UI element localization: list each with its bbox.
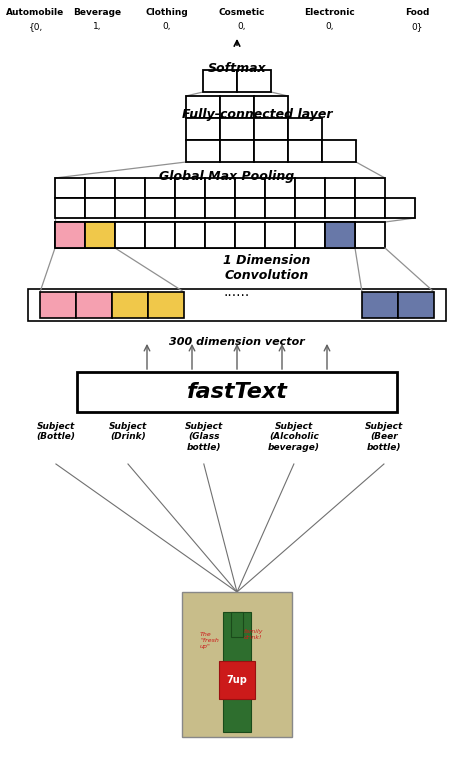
Bar bbox=[186, 140, 220, 162]
Bar bbox=[77, 372, 397, 412]
Text: Subject
(Glass
bottle): Subject (Glass bottle) bbox=[185, 422, 223, 452]
Bar bbox=[175, 178, 205, 198]
Bar bbox=[231, 612, 243, 637]
Bar bbox=[385, 198, 415, 218]
Bar bbox=[254, 140, 288, 162]
Bar bbox=[295, 198, 325, 218]
Bar bbox=[288, 140, 322, 162]
Bar bbox=[203, 70, 237, 92]
Text: 300 dimension vector: 300 dimension vector bbox=[169, 337, 305, 347]
Text: Electronic: Electronic bbox=[304, 8, 355, 17]
Bar bbox=[148, 292, 184, 318]
Bar bbox=[28, 289, 446, 321]
Bar bbox=[115, 198, 145, 218]
Bar bbox=[175, 222, 205, 248]
Text: fastText: fastText bbox=[187, 382, 287, 402]
Text: The
"fresh
up": The "fresh up" bbox=[200, 632, 219, 649]
Bar bbox=[362, 292, 398, 318]
Bar bbox=[205, 178, 235, 198]
Text: 1 Dimension
Convolution: 1 Dimension Convolution bbox=[223, 254, 310, 282]
Bar bbox=[265, 178, 295, 198]
Text: 0,: 0, bbox=[325, 22, 334, 31]
Bar bbox=[85, 198, 115, 218]
Bar bbox=[265, 222, 295, 248]
Bar bbox=[237, 70, 271, 92]
Bar bbox=[145, 222, 175, 248]
Bar bbox=[220, 140, 254, 162]
Bar bbox=[115, 222, 145, 248]
Text: Subject
(Drink): Subject (Drink) bbox=[109, 422, 147, 441]
Bar bbox=[235, 222, 265, 248]
Bar bbox=[205, 222, 235, 248]
Bar bbox=[55, 198, 85, 218]
Bar bbox=[175, 222, 205, 248]
Text: {0,: {0, bbox=[28, 22, 43, 31]
Text: 0,: 0, bbox=[237, 22, 246, 31]
Bar bbox=[355, 178, 385, 198]
Bar bbox=[145, 198, 175, 218]
Bar bbox=[223, 612, 251, 732]
Bar bbox=[55, 222, 85, 248]
Bar bbox=[220, 96, 254, 118]
Bar bbox=[145, 222, 175, 248]
Bar bbox=[322, 140, 356, 162]
Text: Subject
(Bottle): Subject (Bottle) bbox=[36, 422, 75, 441]
Bar bbox=[55, 178, 85, 198]
Bar bbox=[182, 592, 292, 737]
Text: Cosmetic: Cosmetic bbox=[219, 8, 265, 17]
Bar bbox=[175, 198, 205, 218]
Bar bbox=[186, 118, 220, 140]
Text: Global Max Pooling: Global Max Pooling bbox=[159, 170, 295, 183]
Bar bbox=[355, 198, 385, 218]
Bar bbox=[205, 198, 235, 218]
Bar bbox=[398, 292, 434, 318]
Bar bbox=[55, 222, 85, 248]
Text: ......: ...... bbox=[224, 285, 250, 299]
Text: 1,: 1, bbox=[93, 22, 101, 31]
Bar bbox=[325, 222, 355, 248]
Bar bbox=[254, 96, 288, 118]
Bar bbox=[235, 198, 265, 218]
Text: Subject
(Beer
bottle): Subject (Beer bottle) bbox=[365, 422, 403, 452]
Bar bbox=[76, 292, 112, 318]
Bar bbox=[205, 222, 235, 248]
Text: Softmax: Softmax bbox=[208, 62, 266, 75]
Bar bbox=[186, 96, 220, 118]
Bar bbox=[235, 178, 265, 198]
Bar bbox=[265, 198, 295, 218]
Bar bbox=[355, 222, 385, 248]
Bar bbox=[85, 178, 115, 198]
Text: Food: Food bbox=[405, 8, 429, 17]
Bar bbox=[115, 178, 145, 198]
Bar bbox=[254, 118, 288, 140]
Text: 0,: 0, bbox=[163, 22, 171, 31]
Text: 7up: 7up bbox=[227, 675, 247, 685]
Bar bbox=[325, 198, 355, 218]
Bar bbox=[295, 222, 325, 248]
Bar bbox=[325, 178, 355, 198]
Text: Beverage: Beverage bbox=[73, 8, 121, 17]
Text: Automobile: Automobile bbox=[7, 8, 64, 17]
Bar bbox=[288, 118, 322, 140]
Bar bbox=[220, 118, 254, 140]
Bar bbox=[235, 222, 265, 248]
Bar bbox=[219, 661, 255, 699]
Bar bbox=[145, 178, 175, 198]
Bar bbox=[325, 222, 355, 248]
Bar bbox=[295, 178, 325, 198]
Bar bbox=[40, 292, 76, 318]
Text: Subject
(Alcoholic
beverage): Subject (Alcoholic beverage) bbox=[268, 422, 320, 452]
Text: family
drink!: family drink! bbox=[244, 629, 264, 640]
Bar bbox=[85, 222, 115, 248]
Text: Clothing: Clothing bbox=[146, 8, 188, 17]
Bar bbox=[112, 292, 148, 318]
Text: 0}: 0} bbox=[411, 22, 423, 31]
Text: Fully-connected layer: Fully-connected layer bbox=[182, 108, 332, 121]
Bar bbox=[265, 222, 295, 248]
Bar bbox=[115, 222, 145, 248]
Bar bbox=[85, 222, 115, 248]
Bar bbox=[295, 222, 325, 248]
